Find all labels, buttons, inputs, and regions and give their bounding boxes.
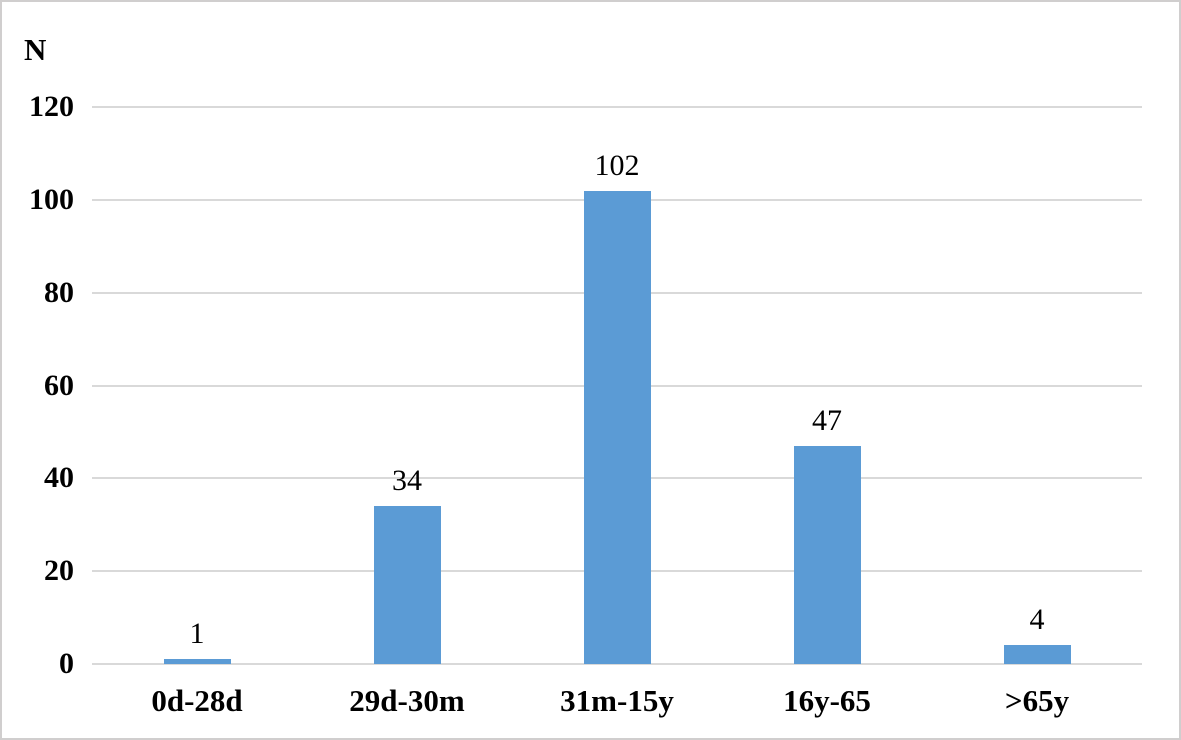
bar [164,659,231,664]
x-axis-category-label: 0d-28d [151,683,243,718]
y-axis-tick-label: 100 [29,182,74,216]
bar-value-label: 1 [189,617,205,650]
y-axis-tick-label: 40 [44,461,74,495]
bar-value-label: 47 [812,404,842,437]
bar-value-label: 34 [392,464,422,497]
x-axis-category-label: 31m-15y [560,683,674,718]
gridline [92,663,1142,665]
bar-value-label: 102 [594,149,640,182]
bar [584,191,651,664]
y-axis-tick-label: 0 [59,647,74,680]
bar [1004,645,1071,664]
bar-value-label: 4 [1029,603,1045,636]
bar [374,506,441,664]
y-axis-tick-label: 120 [29,90,74,123]
y-axis-tick-label: 80 [44,275,74,309]
gridline [92,106,1142,108]
x-axis-category-label: 29d-30m [349,683,465,718]
bar [794,446,861,664]
x-axis-category-label: 16y-65 [783,683,871,718]
y-axis-tick-label: 60 [44,368,74,402]
x-axis-category-label: >65y [1004,683,1070,718]
y-axis-tick-label: 20 [44,554,74,588]
y-axis-title: N [24,32,47,67]
